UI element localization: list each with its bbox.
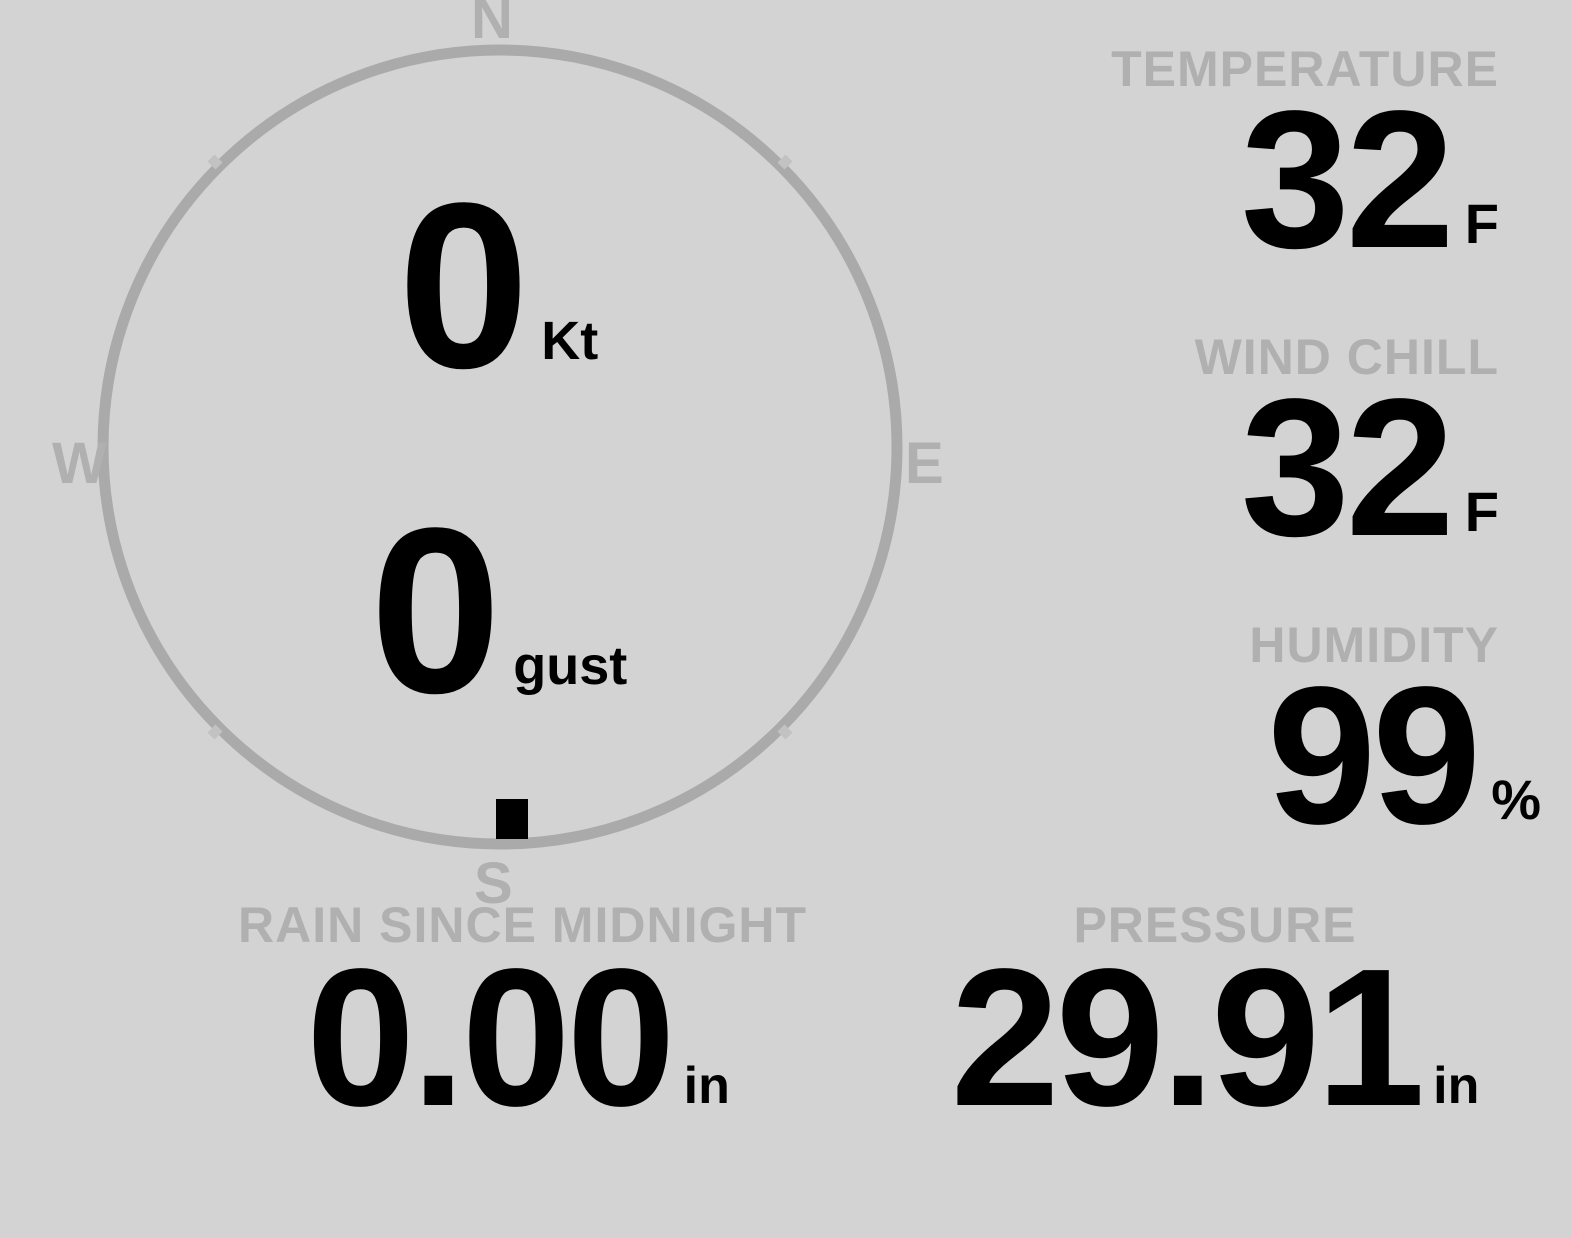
rain-value-row: 0.00 in — [238, 928, 798, 1147]
wind-speed-value: 0 — [398, 154, 529, 418]
rain-unit: in — [683, 1056, 730, 1115]
pressure-label: PRESSURE — [1073, 897, 1357, 953]
humidity-unit: % — [1491, 767, 1541, 831]
humidity-value: 99 — [1267, 646, 1481, 865]
pressure-value-row: 29.91 in — [905, 928, 1525, 1147]
pressure-unit: in — [1433, 1056, 1480, 1115]
compass-tick-ne — [777, 154, 793, 170]
wind-chill-unit: F — [1464, 479, 1499, 543]
wind-speed-readout: 0 Kt — [398, 154, 599, 418]
pressure-panel: PRESSURE 29.91 in — [905, 897, 1525, 1147]
compass-dial — [97, 44, 903, 850]
wind-gust-readout: 0 gust — [370, 479, 628, 743]
compass-tick-nw — [207, 154, 223, 170]
wind-direction-compass: N E S W 0 Kt 0 gust — [0, 0, 1000, 913]
wind-gust-unit: gust — [513, 635, 628, 696]
pressure-value: 29.91 — [950, 928, 1425, 1147]
compass-ring — [97, 44, 903, 850]
humidity-panel: HUMIDITY 99 % — [1249, 617, 1541, 865]
compass-label-west: W — [52, 431, 107, 496]
compass-tick-se — [777, 724, 793, 740]
wind-speed-unit: Kt — [541, 310, 599, 371]
temperature-value: 32 — [1240, 70, 1455, 289]
temperature-panel: TEMPERATURE 32 F — [1111, 41, 1499, 289]
humidity-value-row: 99 % — [1249, 646, 1541, 865]
rain-label: RAIN SINCE MIDNIGHT — [238, 897, 807, 953]
compass-ticks — [207, 154, 793, 740]
temperature-unit: F — [1464, 191, 1499, 255]
compass-label-north: N — [471, 0, 513, 51]
temperature-value-row: 32 F — [1111, 70, 1499, 289]
wind-chill-value-row: 32 F — [1195, 358, 1499, 577]
wind-chill-label: WIND CHILL — [1194, 329, 1499, 385]
rain-value: 0.00 — [306, 928, 675, 1147]
wind-gust-value: 0 — [370, 479, 501, 743]
wind-chill-value: 32 — [1240, 358, 1455, 577]
temperature-label: TEMPERATURE — [1111, 41, 1499, 97]
wind-chill-panel: WIND CHILL 32 F — [1194, 329, 1499, 577]
wind-direction-marker — [496, 799, 528, 839]
rain-panel: RAIN SINCE MIDNIGHT 0.00 in — [238, 897, 807, 1147]
compass-label-south: S — [474, 851, 513, 916]
humidity-label: HUMIDITY — [1249, 617, 1499, 673]
compass-tick-sw — [207, 724, 223, 740]
compass-label-east: E — [905, 431, 944, 496]
